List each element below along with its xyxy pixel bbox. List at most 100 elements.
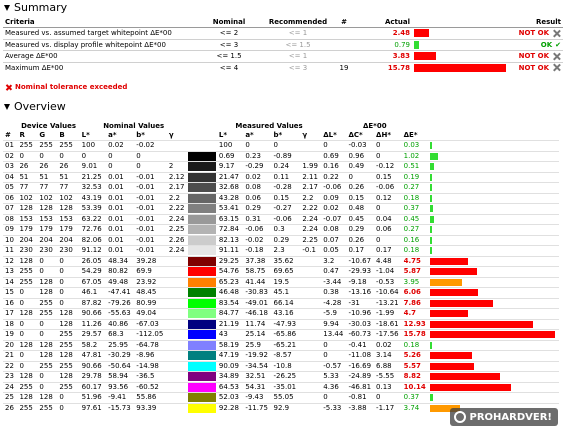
cell-nom-l: 29.57 (79, 329, 107, 340)
cell-dh: -1.04 (374, 266, 402, 277)
cell-nom-a: 0.01 (106, 245, 135, 256)
color-swatch (187, 255, 217, 267)
de-bar-cell (428, 350, 559, 361)
cell-meas-l: 54.76 (216, 266, 244, 277)
cell-nom-b: 0 (134, 161, 167, 172)
cell-meas-l: 53.41 (216, 203, 244, 214)
cell-idx: 24 (3, 381, 18, 393)
de-bar-cell (428, 276, 559, 288)
cell-dh: -1.17 (374, 402, 402, 413)
cell-nom-a: 0.01 (106, 224, 135, 235)
cell-meas-gamma: 2.25 (300, 234, 322, 246)
cell-b: 0 (57, 276, 80, 288)
header-blank (3, 122, 17, 131)
color-swatch (187, 192, 217, 204)
cell-de: 5.57 (401, 360, 429, 372)
cell-b: 128 (57, 350, 80, 361)
table-row: 08 153 153 153 63.22 0.01 -0.01 2.24 63.15 0.31 -0… (3, 213, 559, 225)
summary-title: Summary (14, 1, 68, 14)
cell-dl: 0.22 (321, 171, 347, 183)
cell-meas-a: 25.9 (243, 339, 272, 351)
cell-nom-l: 51.96 (79, 392, 107, 403)
color-swatch (187, 402, 217, 413)
cell-meas-b: 35.62 (271, 255, 301, 267)
header-criteria: Criteria (5, 18, 35, 26)
cell-b: 0 (57, 402, 80, 413)
cell-r: 179 (17, 224, 38, 235)
cell-meas-a: 0.06 (243, 192, 272, 204)
cell-meas-gamma: 2.11 (300, 171, 322, 183)
cell-dh: 0 (374, 140, 402, 151)
table-row: 12 128 0 0 26.05 48.34 39.28 29.25 37.38 35.62 3.2… (3, 255, 559, 267)
cell-nom-a: 58.94 (106, 371, 135, 382)
cell-r: 26 (17, 161, 38, 172)
cell-meas-l: 83.54 (216, 297, 244, 309)
cell-nom-l: 11.26 (79, 318, 107, 330)
cell-nom-a: 0.01 (106, 182, 135, 193)
cell-dh: 6.88 (374, 360, 402, 372)
cell-meas-b: 55.05 (271, 392, 301, 403)
cell-de: 3.95 (401, 276, 429, 288)
cell-nom-l: 29.78 (79, 371, 107, 382)
cell-r: 255 (17, 140, 38, 151)
cell-dh: -0.53 (374, 276, 402, 288)
header-actual: Actual (384, 18, 410, 26)
cell-b: 255 (57, 339, 80, 351)
header-swatch (188, 122, 217, 131)
cell-meas-b: 0.11 (271, 171, 301, 183)
collapse-triangle-icon[interactable] (4, 103, 10, 110)
color-swatch (187, 392, 217, 403)
cell-dc: 0.45 (346, 213, 375, 225)
cell-nom-gamma: 2.17 (166, 182, 188, 193)
cell-de: 3.74 (401, 402, 429, 413)
cell-meas-gamma (300, 308, 322, 319)
cell-dh: -0.06 (374, 182, 402, 193)
cell-meas-a: 11.74 (243, 318, 272, 330)
nominal-cell: <= 4 (197, 61, 261, 74)
header-measured-values: Measured Values (235, 122, 303, 130)
cell-dh: 0.13 (374, 381, 402, 393)
collapse-triangle-icon[interactable] (4, 4, 10, 11)
overview-section-title[interactable]: Overview (4, 100, 66, 113)
de-bar-cell (428, 402, 559, 413)
color-swatch (187, 224, 217, 235)
cell-dl: 0.38 (321, 287, 347, 298)
cell-meas-a: -0.06 (243, 224, 272, 235)
close-icon (552, 63, 561, 72)
result-cell: NOT OK (511, 27, 563, 40)
cell-dh: 4.48 (374, 255, 402, 267)
cell-idx: 03 (3, 161, 18, 172)
cell-meas-b: -0.06 (271, 213, 301, 225)
header-result: Result (535, 18, 561, 26)
col-dl: ΔL* (323, 131, 337, 139)
cell-meas-a: 0.02 (243, 171, 272, 183)
cell-g: 0 (37, 329, 58, 340)
cell-nom-a: 0.01 (106, 203, 135, 214)
cell-nom-a: 80.82 (106, 266, 135, 277)
de-bar (430, 215, 434, 223)
de-bar-cell (428, 266, 559, 277)
cell-idx: 16 (3, 297, 18, 309)
cell-b: 0 (57, 287, 80, 298)
cell-nom-a: -9.41 (106, 392, 135, 403)
cell-nom-gamma (166, 339, 188, 351)
cell-meas-l: 47.19 (216, 350, 244, 361)
actual-bar-cell (412, 38, 511, 51)
cell-nom-a: 48.34 (106, 255, 135, 267)
cell-nom-b: 49.04 (134, 308, 167, 319)
header-bar (412, 17, 511, 28)
actual-cell: 2.48 (353, 27, 412, 40)
cell-b: 255 (57, 329, 80, 340)
color-swatch (187, 308, 217, 319)
cell-r: 153 (17, 213, 38, 225)
de-bar (430, 184, 433, 192)
result-text: NOT OK (518, 52, 549, 61)
de-bar (430, 236, 433, 244)
cell-nom-gamma (166, 308, 188, 319)
summary-section-title[interactable]: Summary (4, 1, 67, 14)
cell-dc: -13.16 (346, 287, 375, 298)
de-bar-cell (428, 329, 559, 340)
color-swatch (187, 150, 217, 162)
cell-nom-gamma (166, 287, 188, 298)
de-bar-cell (428, 308, 559, 319)
